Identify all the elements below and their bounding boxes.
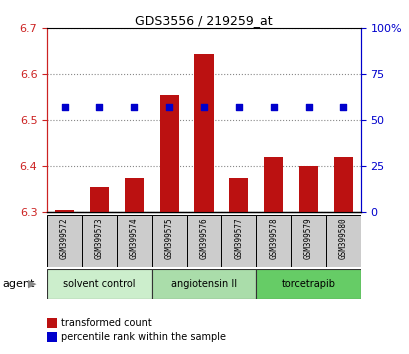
Point [131,105,137,110]
Text: angiotensin II: angiotensin II [171,279,236,289]
Bar [151,269,256,299]
Bar [221,215,256,267]
Bar [82,215,117,267]
Bar [290,215,325,267]
Text: transformed count: transformed count [61,318,152,328]
Text: GSM399572: GSM399572 [60,218,69,259]
Text: GSM399573: GSM399573 [95,218,103,259]
Bar [186,215,221,267]
Bar [325,215,360,267]
Bar [256,215,290,267]
Point [166,105,172,110]
Text: GSM399576: GSM399576 [199,218,208,259]
Text: percentile rank within the sample: percentile rank within the sample [61,332,226,342]
Bar [256,269,360,299]
Bar [333,157,352,212]
Bar [159,95,178,212]
Point [200,105,207,110]
Bar [55,210,74,212]
Point [61,105,68,110]
Text: solvent control: solvent control [63,279,135,289]
Bar [90,187,109,212]
Point [235,105,242,110]
Text: torcetrapib: torcetrapib [281,279,335,289]
Bar [124,178,144,212]
Bar [151,215,186,267]
Text: GSM399575: GSM399575 [164,218,173,259]
Bar [47,332,56,342]
Bar [263,157,283,212]
Text: agent: agent [2,279,34,289]
Bar [117,215,151,267]
Text: GSM399580: GSM399580 [338,218,347,259]
Bar [47,318,56,328]
Text: GSM399577: GSM399577 [234,218,243,259]
Bar [229,178,248,212]
Point [339,105,346,110]
Text: ▶: ▶ [28,279,36,289]
Point [270,105,276,110]
Text: GSM399579: GSM399579 [303,218,312,259]
Bar [194,54,213,212]
Bar [47,269,151,299]
Text: GSM399578: GSM399578 [269,218,277,259]
Bar [298,166,317,212]
Title: GDS3556 / 219259_at: GDS3556 / 219259_at [135,14,272,27]
Point [305,105,311,110]
Bar [47,215,82,267]
Text: GSM399574: GSM399574 [130,218,138,259]
Point [96,105,103,110]
